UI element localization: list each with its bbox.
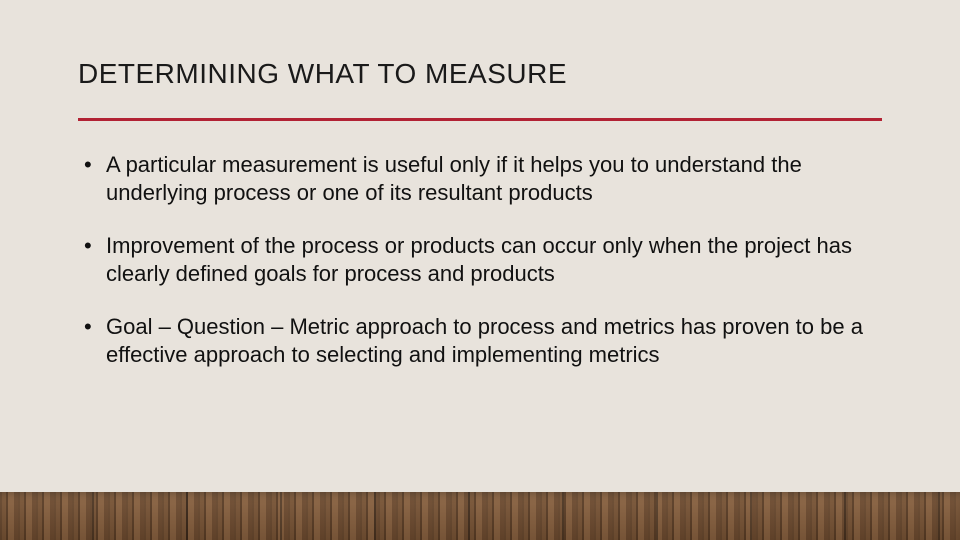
list-item: Goal – Question – Metric approach to pro… (78, 313, 882, 368)
title-underline (78, 118, 882, 121)
bullet-list: A particular measurement is useful only … (78, 151, 882, 368)
slide: DETERMINING WHAT TO MEASURE A particular… (0, 0, 960, 540)
list-item: Improvement of the process or products c… (78, 232, 882, 287)
wood-floor-decoration (0, 492, 960, 540)
list-item: A particular measurement is useful only … (78, 151, 882, 206)
slide-title: DETERMINING WHAT TO MEASURE (78, 58, 882, 90)
